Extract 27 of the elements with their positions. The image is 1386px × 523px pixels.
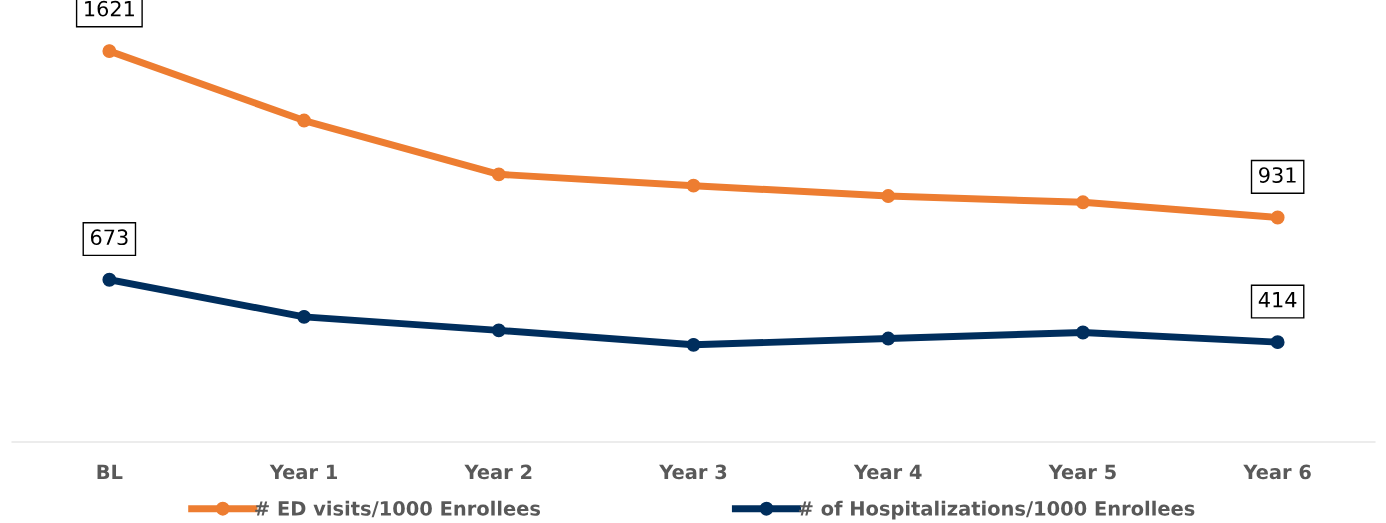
legend-label: # ED visits/1000 Enrollees [255,500,541,518]
x-tick-label: Year 1 [269,464,337,480]
point [686,178,701,193]
point [297,309,312,324]
data-label: 414 [1258,292,1297,308]
point [297,113,312,128]
point [491,323,506,338]
data-label: 1621 [85,0,134,17]
point [881,189,896,203]
x-tick-label: Year 3 [659,464,727,480]
data-label: 673 [90,229,128,246]
x-tick-label: Year 4 [853,464,922,480]
data-label: 931 [1259,167,1296,183]
point [1075,325,1090,340]
point [102,44,117,59]
x-tick-label: BL [97,464,123,479]
point [881,331,896,346]
legend-label: # of Hospitalizations/1000 Enrollees [798,500,1195,520]
point [1075,195,1090,210]
x-tick-label: Year 5 [1048,464,1116,480]
point [491,167,506,182]
point [1270,335,1285,350]
point [686,337,701,352]
x-tick-label: Year 6 [1243,464,1311,480]
point [1270,210,1285,225]
x-tick-label: Year 2 [464,464,532,480]
point [102,272,117,287]
